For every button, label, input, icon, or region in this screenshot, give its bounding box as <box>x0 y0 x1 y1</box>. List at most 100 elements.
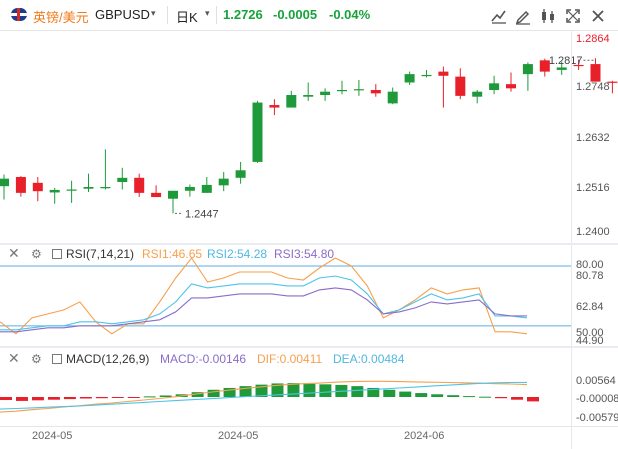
chevron-down-icon[interactable]: ▾ <box>151 8 156 18</box>
macd-label: MACD(12,26,9) <box>66 352 150 366</box>
draw-icon[interactable] <box>513 6 533 26</box>
dea-line <box>0 381 528 410</box>
macd-histogram-bar <box>479 396 492 398</box>
candle-body <box>556 67 567 70</box>
macd-histogram-bar <box>511 397 524 400</box>
pair-name[interactable]: 英镑/美元 <box>33 10 89 25</box>
macd-histogram-bar <box>367 387 380 397</box>
macd-tick: -0.00579 <box>576 412 618 424</box>
rsi-tick: 50.00 <box>576 327 604 339</box>
rsi-tick: 62.84 <box>576 301 604 313</box>
macd-header: ✕ ⚙ MACD(12,26,9) MACD:-0.00146 DIF:0.00… <box>0 351 571 369</box>
rsi-tick: 80.00 <box>576 259 604 271</box>
candle-body <box>49 189 60 193</box>
chart-toolbar: 英镑/美元 GBPUSD ▾ 日K ▾ 1.2726 -0.0005 -0.04… <box>0 0 618 31</box>
time-tick: 2024-05 <box>218 430 259 442</box>
candle-body <box>455 76 466 96</box>
rsi1-line <box>0 257 528 335</box>
candle-body <box>489 83 500 91</box>
time-tick: 2024-05 <box>32 430 73 442</box>
settings-icon[interactable]: ⚙ <box>31 247 42 261</box>
time-tick: 2024-06 <box>404 430 445 442</box>
rsi2-value: RSI2:54.28 <box>207 247 268 261</box>
macd-histogram-bar <box>239 386 252 397</box>
price-tick: 1.2632 <box>576 132 610 144</box>
rsi-tick: 80.78 <box>576 270 604 282</box>
macd-histogram-bar <box>223 387 236 397</box>
collapse-icon[interactable] <box>52 354 62 364</box>
candle-body <box>201 184 212 193</box>
candle-body <box>421 74 432 77</box>
macd-histogram-bar <box>0 397 12 401</box>
chart-type-icon[interactable] <box>538 6 558 26</box>
macd-histogram-bar <box>527 397 539 402</box>
macd-value: MACD:-0.00146 <box>160 352 247 366</box>
macd-histogram-bar <box>495 397 508 399</box>
rsi-label: RSI(7,14,21) <box>66 247 135 261</box>
macd-histogram-bar <box>95 397 108 399</box>
candle-body <box>117 177 128 182</box>
candle-body <box>184 187 195 191</box>
fullscreen-icon[interactable] <box>563 6 583 26</box>
candle-body <box>252 102 263 162</box>
candle-body <box>218 178 229 186</box>
toolbar-divider <box>167 6 168 24</box>
macd-histogram-bar <box>79 397 92 399</box>
close-icon[interactable]: ✕ <box>8 350 20 366</box>
macd-histogram-bar <box>255 384 268 397</box>
macd-histogram-bar <box>287 383 300 397</box>
pane-divider <box>0 346 618 348</box>
price-tick: 1.2400 <box>576 226 610 238</box>
rsi3-value: RSI3:54.80 <box>274 247 335 261</box>
time-axis-divider <box>0 426 618 427</box>
uk-flag-icon <box>11 8 27 21</box>
macd-histogram-bar <box>415 393 428 397</box>
price-tick: 1.2516 <box>576 182 610 194</box>
collapse-icon[interactable] <box>52 249 62 259</box>
macd-histogram-bar <box>63 397 76 400</box>
macd-histogram-bar <box>111 397 124 398</box>
macd-histogram-bar <box>271 383 284 397</box>
rsi-header: ✕ ⚙ RSI(7,14,21) RSI1:46.65 RSI2:54.28 R… <box>0 246 571 264</box>
price-tick: 1.2864 <box>576 33 610 45</box>
macd-histogram-bar <box>159 395 172 397</box>
macd-histogram-bar <box>47 397 60 400</box>
candle-body <box>337 90 347 92</box>
candle-body <box>235 170 246 178</box>
dea-value: DEA:0.00484 <box>333 352 405 366</box>
macd-histogram-bar <box>303 383 316 397</box>
candle-body <box>100 187 111 189</box>
rsi1-value: RSI1:46.65 <box>142 247 203 261</box>
price-change-percent: -0.04% <box>329 7 371 22</box>
candle-body <box>66 189 77 191</box>
symbol-selector[interactable]: GBPUSD <box>95 7 150 22</box>
candle-body <box>607 81 618 83</box>
macd-histogram-bar <box>447 395 460 397</box>
indicator-icon[interactable] <box>489 6 509 26</box>
macd-histogram-bar <box>143 396 156 398</box>
candle-body <box>353 89 364 91</box>
candle-body <box>151 192 162 198</box>
candle-body <box>320 91 331 96</box>
macd-histogram-bar <box>399 391 412 397</box>
pane-divider <box>0 243 618 245</box>
candle-body <box>134 177 145 193</box>
macd-histogram-bar <box>207 389 220 397</box>
candle-body <box>286 95 297 108</box>
candle-body <box>370 90 381 94</box>
candle-body <box>590 64 601 82</box>
macd-histogram-bar <box>31 397 44 401</box>
macd-histogram-bar <box>351 386 364 397</box>
candle-body <box>472 91 483 97</box>
macd-histogram-bar <box>15 397 28 401</box>
close-icon[interactable]: ✕ <box>8 245 20 261</box>
candle-body <box>573 64 584 67</box>
macd-histogram-bar <box>127 397 140 398</box>
settings-icon[interactable]: ⚙ <box>31 352 42 366</box>
close-icon[interactable] <box>588 6 608 26</box>
chevron-down-icon[interactable]: ▾ <box>205 8 210 18</box>
macd-histogram-bar <box>431 394 444 397</box>
interval-selector[interactable]: 日K <box>176 10 198 25</box>
candle-body <box>404 74 415 83</box>
